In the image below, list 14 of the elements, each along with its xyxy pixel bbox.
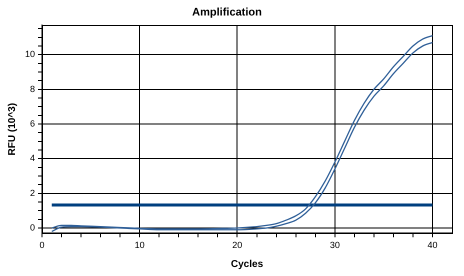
y-axis-title: RFU (10^3) xyxy=(6,102,18,156)
y-tick-label: 10 xyxy=(24,49,36,60)
y-tick-label: 6 xyxy=(30,118,36,128)
x-tick-label: 20 xyxy=(232,240,242,250)
x-tick-label: 0 xyxy=(40,240,45,250)
y-tick-label: 8 xyxy=(30,84,36,94)
x-tick-label: 10 xyxy=(134,240,145,250)
x-tick-label: 30 xyxy=(330,240,340,250)
x-tick-label: 40 xyxy=(427,240,438,250)
chart-title: Amplification xyxy=(192,6,262,19)
y-tick-label: 4 xyxy=(30,153,36,164)
y-tick-label: 2 xyxy=(30,188,36,198)
y-tick-label: 0 xyxy=(30,222,36,232)
x-axis-title: Cycles xyxy=(230,258,264,270)
